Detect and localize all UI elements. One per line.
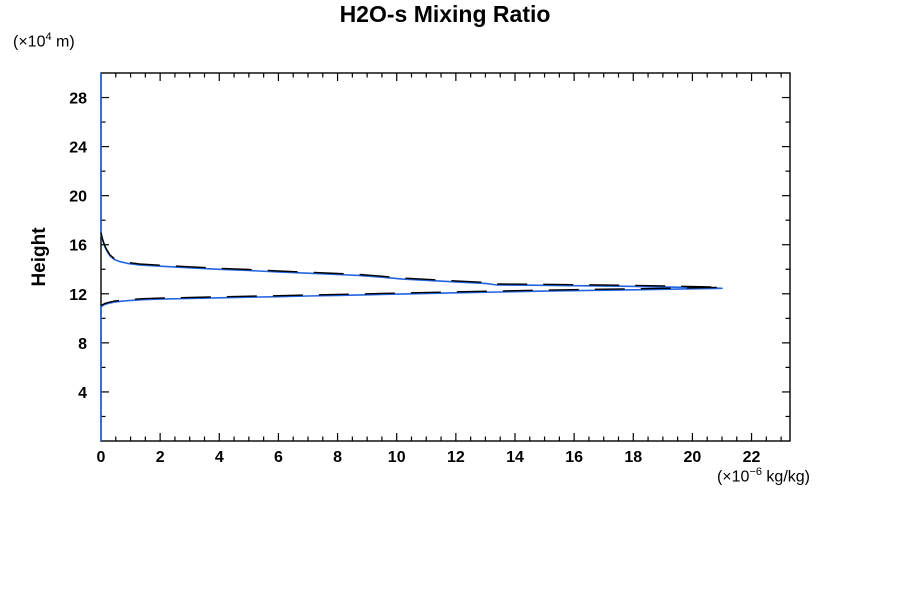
y-unit-prefix: (×10	[13, 33, 46, 51]
plot-frame	[100, 72, 791, 442]
y-unit-suffix: m)	[51, 33, 75, 51]
x-tick-label: 18	[624, 449, 642, 466]
x-tick-label: 10	[388, 449, 406, 466]
y-tick-label: 12	[69, 287, 87, 304]
x-tick-label: 14	[506, 449, 524, 466]
x-unit-prefix: (×10	[716, 468, 750, 486]
x-tick-label: 8	[333, 449, 342, 466]
x-tick-label: 12	[447, 449, 465, 466]
x-axis-unit-label: (×10−6 kg/kg)	[717, 466, 810, 486]
x-unit-suffix: kg/kg)	[761, 468, 810, 486]
y-tick-label: 16	[69, 238, 87, 255]
x-tick-label: 6	[274, 449, 283, 466]
y-tick-label: 20	[69, 189, 87, 206]
y-tick-label: 24	[69, 140, 87, 157]
x-tick-label: 20	[684, 449, 702, 466]
y-tick-label: 28	[69, 91, 87, 108]
y-unit-exponent: 4	[45, 31, 52, 43]
x-tick-label: 16	[565, 449, 583, 466]
chart-title: H2O-s Mixing Ratio	[339, 1, 551, 27]
x-tick-label: 0	[97, 449, 106, 466]
series-h2o-s-profile-solid	[100, 73, 723, 441]
y-tick-label: 8	[78, 336, 87, 353]
x-tick-label: 2	[156, 449, 165, 466]
x-tick-label: 4	[215, 449, 224, 466]
y-tick-label: 4	[78, 385, 87, 402]
x-unit-exponent: −6	[749, 466, 762, 478]
y-axis-unit-label: (×104 m)	[13, 31, 75, 51]
x-tick-label: 22	[743, 449, 761, 466]
series-h2o-s-profile-dashed	[100, 232, 723, 307]
